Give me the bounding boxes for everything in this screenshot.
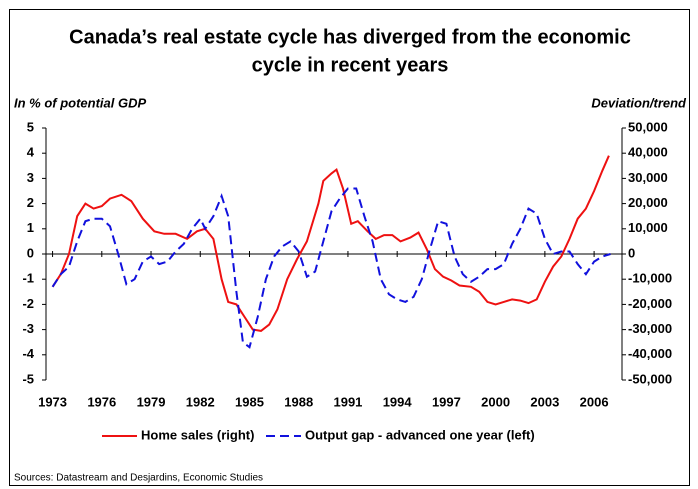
x-tick-label: 1997 xyxy=(432,394,461,409)
series-line xyxy=(51,155,610,332)
y2-tick-label: -10,000 xyxy=(628,271,672,286)
x-tick-label: 1982 xyxy=(186,394,215,409)
y-tick-label: -1 xyxy=(22,271,34,286)
y2-axis-label: Deviation/trend xyxy=(591,95,687,110)
legend-label: Home sales (right) xyxy=(141,427,254,442)
y2-tick-label: -50,000 xyxy=(628,371,672,386)
chart-title: cycle in recent years xyxy=(252,54,449,76)
y-tick-label: 4 xyxy=(27,145,35,160)
frame xyxy=(9,9,690,486)
x-tick-label: 2006 xyxy=(580,394,609,409)
y2-tick-label: -40,000 xyxy=(628,346,672,361)
legend-label: Output gap - advanced one year (left) xyxy=(305,427,535,442)
y-tick-label: 2 xyxy=(27,195,34,210)
source: Sources: Datastream and Desjardins, Econ… xyxy=(14,473,263,484)
x-tick-label: 1979 xyxy=(137,394,166,409)
chart-title: Canada’s real estate cycle has diverged … xyxy=(69,26,631,48)
y-tick-label: 1 xyxy=(27,220,34,235)
x-tick-label: 1985 xyxy=(235,394,264,409)
y-tick-label: -4 xyxy=(22,346,34,361)
y2-tick-label: 20,000 xyxy=(628,195,668,210)
y2-tick-label: 30,000 xyxy=(628,170,668,185)
y2-tick-label: 0 xyxy=(628,245,635,260)
y-tick-label: -3 xyxy=(22,321,34,336)
x-tick-label: 2000 xyxy=(481,394,510,409)
y2-tick-label: 50,000 xyxy=(628,119,668,134)
x-tick-label: 1991 xyxy=(333,394,362,409)
series-line xyxy=(51,187,611,349)
y2-tick-label: 10,000 xyxy=(628,220,668,235)
y-tick-label: 3 xyxy=(27,170,34,185)
y2-tick-label: -20,000 xyxy=(628,296,672,311)
x-tick-label: 1976 xyxy=(87,394,116,409)
x-tick-label: 1973 xyxy=(38,394,67,409)
y2-tick-label: -30,000 xyxy=(628,321,672,336)
y2-tick-label: 40,000 xyxy=(628,145,668,160)
y-tick-label: -2 xyxy=(22,296,34,311)
y-tick-label: -5 xyxy=(22,371,34,386)
x-tick-label: 1994 xyxy=(383,394,413,409)
y-axis-label: In % of potential GDP xyxy=(14,95,146,110)
y-tick-label: 5 xyxy=(27,119,34,134)
x-tick-label: 1988 xyxy=(284,394,313,409)
x-tick-label: 2003 xyxy=(530,394,559,409)
y-tick-label: 0 xyxy=(27,245,34,260)
